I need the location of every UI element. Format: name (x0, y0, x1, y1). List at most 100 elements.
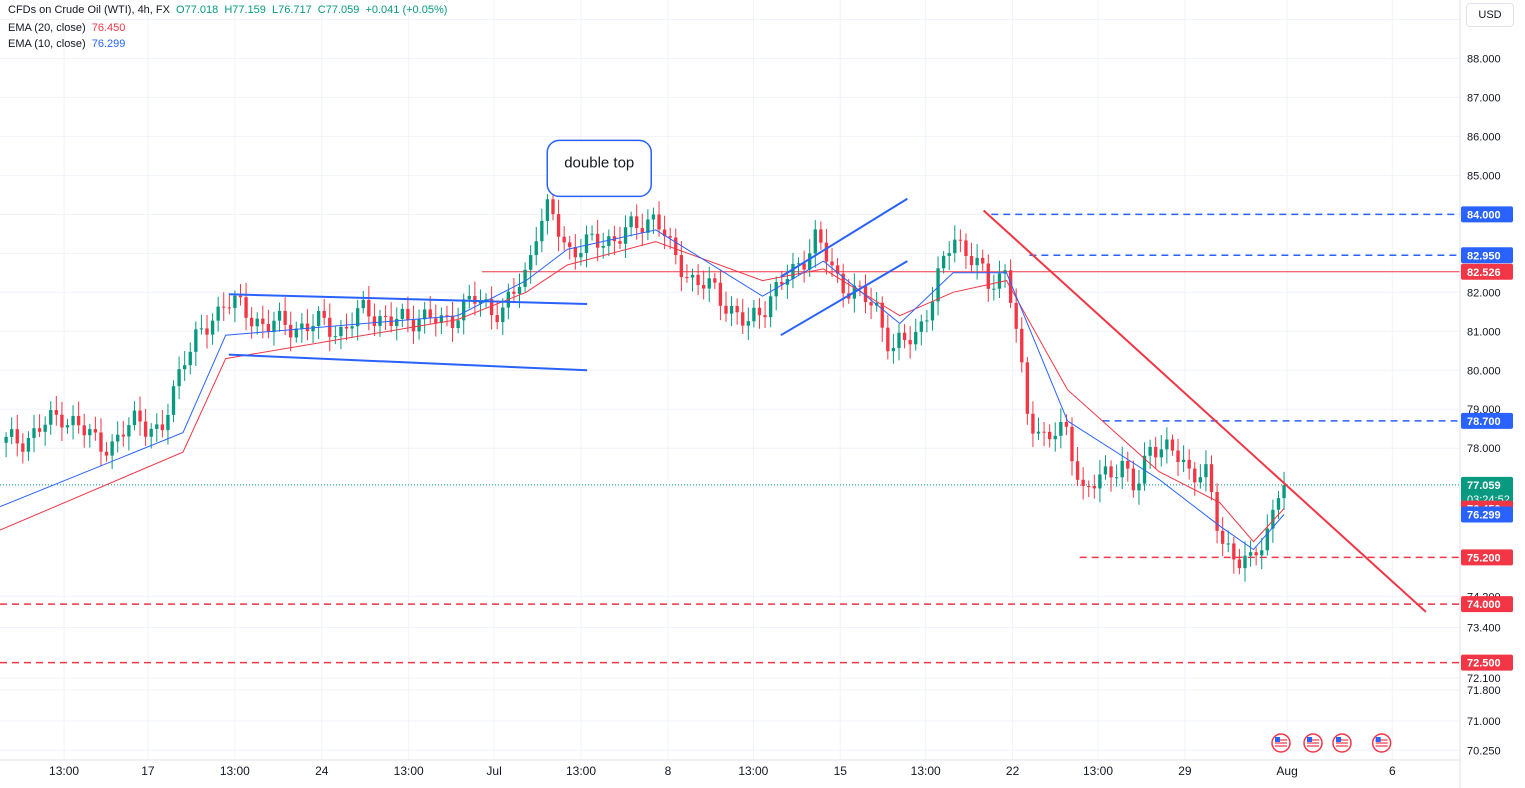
candle-body (88, 429, 92, 436)
candle-body (456, 320, 460, 329)
candle-body (841, 273, 845, 294)
flag-canton (1275, 737, 1280, 742)
candle-body (752, 307, 756, 322)
candle-body (422, 309, 427, 320)
price-tick-label: 70.250 (1467, 745, 1501, 757)
candle-body (835, 265, 840, 274)
legend-ema10-row[interactable]: EMA (10, close) 76.299 (8, 38, 128, 50)
candle-body (668, 236, 672, 238)
candle-body (696, 274, 700, 285)
price-label-badge (1461, 263, 1513, 280)
candle-body (1170, 439, 1175, 451)
currency-button[interactable]: USD (1466, 3, 1514, 27)
candle-body (741, 312, 745, 326)
price-label-badge (1461, 596, 1513, 613)
price-axis[interactable]: 89.00088.00087.00086.00085.00084.00083.0… (1459, 0, 1513, 788)
symbol-title: CFDs on Crude Oil (WTI), 4h, FX (8, 4, 170, 16)
candle-body (1014, 302, 1018, 329)
candle-body (60, 414, 64, 428)
price-label-text: 82.526 (1467, 267, 1501, 279)
candle-body (902, 332, 907, 341)
candle-body (897, 332, 901, 348)
candle-body (958, 239, 963, 241)
price-tick-label: 72.100 (1467, 673, 1501, 685)
candle-body (1042, 431, 1046, 433)
trendline (780, 260, 908, 337)
candle-body (1020, 328, 1024, 363)
price-label-badge (1461, 247, 1513, 264)
candle-body (1008, 270, 1013, 303)
candle-body (116, 434, 120, 442)
time-tick-label: 13:00 (394, 764, 424, 778)
time-tick-label: 13:00 (911, 764, 941, 778)
ohlc-high: H77.159 (224, 4, 266, 16)
candle-body (467, 295, 471, 300)
candle-body (1237, 559, 1242, 569)
candle-body (21, 443, 25, 452)
price-tick-label: 88.000 (1467, 53, 1501, 65)
economic-events[interactable] (1271, 733, 1392, 753)
candle-body (1070, 426, 1074, 462)
annotations[interactable]: double top (546, 139, 652, 198)
candle-body (930, 301, 935, 321)
price-tick-label: 71.800 (1467, 685, 1501, 697)
candle-body (1260, 550, 1264, 556)
candle-body (445, 315, 449, 317)
price-tick-label: 85.000 (1467, 170, 1501, 182)
candle-body (1075, 461, 1080, 480)
candle-body (1154, 446, 1158, 458)
candle-body (233, 295, 237, 308)
legend-ema20-row[interactable]: EMA (20, close) 76.450 (8, 22, 128, 34)
price-label-text: 82.950 (1467, 250, 1501, 262)
candle-body (26, 438, 31, 452)
candle-body (568, 242, 572, 248)
candle-body (1103, 466, 1108, 475)
candle-body (1198, 477, 1203, 483)
time-tick-label: 13:00 (49, 764, 79, 778)
time-tick-label: Aug (1276, 764, 1297, 778)
candle-body (674, 237, 678, 256)
candle-body (1232, 543, 1236, 560)
candle-body (757, 307, 762, 316)
price-label-text: 76.299 (1467, 510, 1501, 522)
time-tick-label: 6 (1389, 764, 1396, 778)
candle-body (76, 415, 81, 426)
ema10-line (0, 229, 1285, 551)
time-tick-label: 15 (834, 764, 848, 778)
candle-body (356, 308, 360, 327)
candle-body (328, 317, 332, 337)
candle-body (830, 261, 834, 266)
time-tick-label: 13:00 (220, 764, 250, 778)
flag-canton (1375, 737, 1381, 742)
candle-body (261, 318, 265, 324)
ema20-label: EMA (20, close) (8, 22, 86, 34)
ohlc-open: O77.018 (176, 4, 219, 16)
candle-body (802, 263, 806, 270)
candle-body (121, 434, 125, 437)
candle-body (194, 329, 198, 352)
candle-body (339, 326, 343, 337)
trendlines[interactable] (228, 197, 1427, 613)
time-axis[interactable]: 13:00 17 13:00 24 13:00 Jul 13:00 8 13:00 15 13:00… (0, 759, 1460, 778)
candle-body (1248, 552, 1253, 556)
flag-canton (1336, 737, 1341, 742)
price-label-badge (1461, 506, 1513, 523)
candle-body (724, 305, 728, 314)
time-tick-label: 13:00 (738, 764, 768, 778)
candle-body (1215, 491, 1219, 531)
candle-body (272, 320, 276, 333)
time-tick-label: 29 (1178, 764, 1192, 778)
candle-body (584, 234, 589, 253)
candle-body (880, 302, 884, 328)
candle-body (640, 228, 644, 233)
candle-body (523, 269, 527, 287)
candle-body (679, 255, 684, 278)
candle-body (1276, 498, 1281, 510)
ohlc-change: +0.041 (+0.05%) (365, 4, 448, 16)
annotation-box (546, 139, 652, 198)
candle-body (573, 247, 577, 258)
candle-body (601, 245, 605, 248)
candle-body (869, 302, 873, 306)
candle-body (1176, 450, 1180, 463)
